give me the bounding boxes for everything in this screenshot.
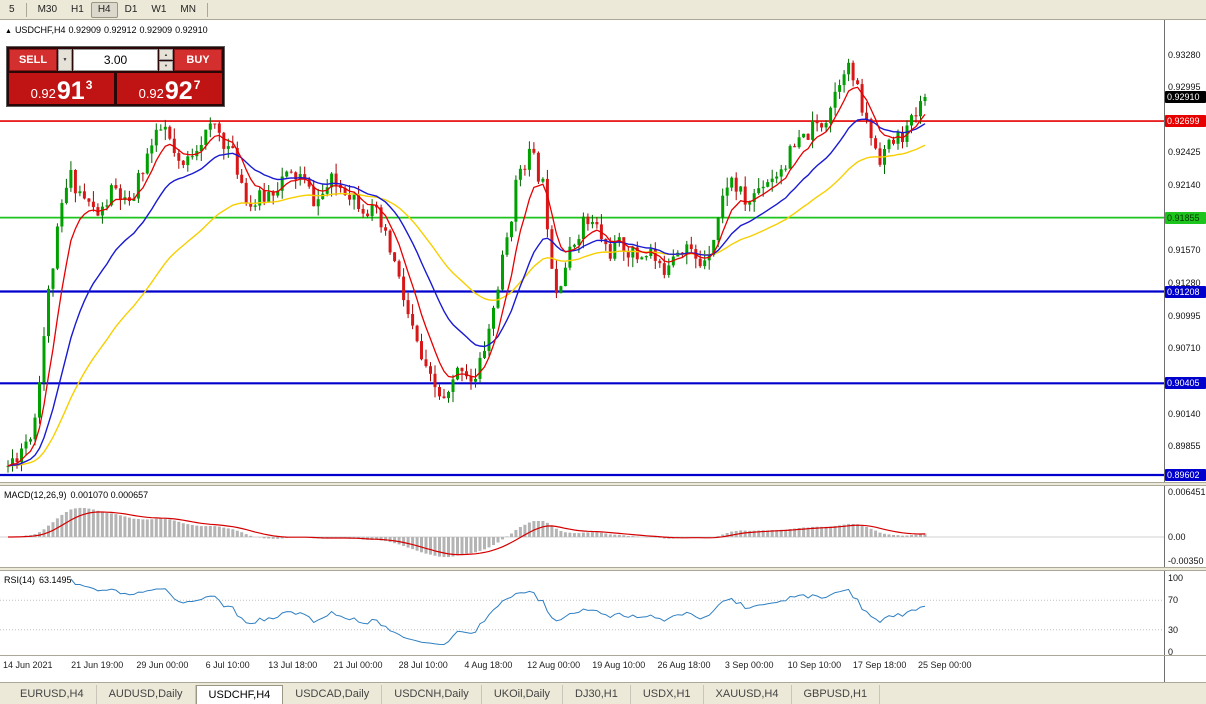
tab-audusd-daily[interactable]: AUDUSD,Daily	[97, 685, 196, 704]
price-axis-label: 0.92140	[1168, 180, 1201, 190]
buy-price-prefix: 0.92	[138, 86, 164, 101]
price-axis-label: 0.90995	[1168, 310, 1201, 321]
macd-indicator-label: MACD(12,26,9) 0.001070 0.000657	[4, 490, 149, 500]
sell-price-prefix: 0.92	[30, 86, 56, 101]
toolbar-separator	[206, 2, 208, 17]
high-value: 0.92912	[104, 25, 137, 35]
rsi-axis-label: 70	[1168, 595, 1179, 606]
open-value: 0.92909	[68, 25, 101, 35]
price-axis-label: 0.90140	[1168, 408, 1201, 419]
time-axis-label: 6 Jul 10:00	[205, 660, 250, 670]
price-axis-label: 0.90710	[1168, 343, 1201, 354]
price-chart-canvas[interactable]	[0, 20, 1164, 482]
price-axis-label: 0.92425	[1168, 147, 1201, 158]
tab-xauusd-h4[interactable]: XAUUSD,H4	[704, 685, 792, 704]
price-level-badge: 0.90405	[1165, 377, 1206, 390]
volume-spinner: ▲ ▼	[159, 49, 173, 71]
time-axis-label: 25 Sep 00:00	[918, 660, 972, 670]
timeframe-button-5[interactable]: 5	[2, 2, 22, 18]
rsi-indicator-label: RSI(14) 63.1495	[4, 575, 72, 585]
time-axis-label: 29 Jun 00:00	[136, 660, 189, 670]
panel-splitter[interactable]	[0, 482, 1206, 486]
volume-dropdown-button[interactable]: ▼	[58, 49, 72, 71]
time-axis-label: 10 Sep 10:00	[787, 660, 842, 670]
price-level-badge: 0.92699	[1165, 115, 1206, 128]
price-axis-label: 0.93280	[1168, 49, 1201, 60]
price-axis-label: 0.91570	[1168, 245, 1201, 256]
macd-axis-label: 0.006451	[1168, 487, 1206, 497]
time-axis-label: 12 Aug 00:00	[527, 660, 581, 670]
time-axis-label: 14 Jun 2021	[3, 660, 53, 670]
buy-button[interactable]: BUY	[174, 49, 222, 71]
collapse-icon[interactable]: ▲	[5, 28, 12, 35]
price-level-badge: 0.91855	[1165, 211, 1206, 224]
buy-price-big: 92	[164, 77, 193, 105]
timeframe-button-w1[interactable]: W1	[144, 2, 173, 18]
volume-up-button[interactable]: ▲	[159, 49, 173, 60]
timeframe-button-mn[interactable]: MN	[173, 2, 203, 18]
volume-down-button[interactable]: ▼	[159, 60, 173, 71]
time-axis-label: 21 Jun 19:00	[71, 660, 124, 670]
tab-dj30-h1[interactable]: DJ30,H1	[563, 685, 631, 704]
price-axis[interactable]: 0.93280 0.92995 0.92425 0.92140 0.91570 0.912…	[1164, 20, 1206, 682]
tab-eurusd-h4[interactable]: EURUSD,H4	[8, 685, 97, 704]
time-axis-label: 3 Sep 00:00	[724, 660, 774, 670]
panel-splitter[interactable]	[0, 567, 1206, 571]
macd-panel-canvas[interactable]	[0, 486, 1164, 567]
tab-usdcnh-daily[interactable]: USDCNH,Daily	[382, 685, 482, 704]
price-level-badge: 0.89602	[1165, 469, 1206, 482]
symbol-timeframe-label: USDCHF,H4	[14, 25, 66, 35]
time-axis[interactable]: 14 Jun 2021 21 Jun 19:00 29 Jun 00:00 6 Jul…	[0, 656, 1164, 682]
time-axis-label: 28 Jul 10:00	[398, 660, 448, 670]
price-axis-label: 0.92995	[1168, 82, 1201, 93]
volume-input[interactable]	[73, 49, 158, 71]
timeframe-button-m30[interactable]: M30	[31, 2, 64, 18]
timeframe-toolbar: 5 M30 H1 H4 D1 W1 MN	[0, 0, 1206, 20]
toolbar-separator	[25, 2, 27, 17]
sell-price-display[interactable]: 0.92 91 3	[9, 73, 114, 104]
sell-price-pip: 3	[85, 78, 93, 92]
rsi-panel-canvas[interactable]	[0, 571, 1164, 655]
tab-usdchf-h4[interactable]: USDCHF,H4	[195, 685, 284, 704]
time-axis-label: 4 Aug 18:00	[464, 660, 513, 670]
timeframe-button-d1[interactable]: D1	[118, 2, 145, 18]
macd-axis-label: -0.00350	[1168, 556, 1204, 567]
buy-price-display[interactable]: 0.92 92 7	[117, 73, 222, 104]
chart-tab-bar: EURUSD,H4 AUDUSD,Daily USDCHF,H4 USDCAD,…	[0, 682, 1206, 704]
chart-region: ▲ USDCHF,H4 0.92909 0.92912 0.92909 0.92910 S…	[0, 20, 1206, 682]
low-value: 0.92909	[139, 25, 173, 35]
rsi-axis-label: 100	[1168, 573, 1184, 583]
rsi-axis-label: 0	[1168, 647, 1174, 657]
tab-ukoil-daily[interactable]: UKOil,Daily	[482, 685, 564, 704]
buy-price-pip: 7	[193, 78, 201, 92]
time-axis-label: 19 Aug 10:00	[592, 660, 646, 670]
time-axis-label: 17 Sep 18:00	[852, 660, 907, 670]
time-axis-label: 26 Aug 18:00	[657, 660, 711, 670]
rsi-axis-label: 30	[1168, 624, 1179, 635]
sell-price-big: 91	[56, 77, 85, 105]
price-level-badge: 0.92910	[1165, 91, 1206, 104]
panel-separator	[0, 655, 1206, 656]
time-axis-label: 13 Jul 18:00	[268, 660, 318, 670]
price-level-badge: 0.91208	[1165, 285, 1206, 298]
macd-axis-label: 0.00	[1168, 532, 1186, 542]
close-value: 0.92910	[175, 25, 208, 35]
tab-gbpusd-h1[interactable]: GBPUSD,H1	[792, 685, 881, 704]
tab-usdx-h1[interactable]: USDX,H1	[631, 685, 704, 704]
timeframe-button-h4[interactable]: H4	[90, 1, 118, 18]
price-axis-label: 0.91280	[1168, 278, 1201, 289]
sell-button[interactable]: SELL	[9, 49, 57, 71]
time-axis-label: 21 Jul 00:00	[333, 660, 383, 670]
tab-usdcad-daily[interactable]: USDCAD,Daily	[283, 685, 383, 704]
price-axis-label: 0.89855	[1168, 441, 1201, 452]
chart-info-line: ▲ USDCHF,H4 0.92909 0.92912 0.92909 0.92910	[5, 25, 211, 35]
timeframe-button-h1[interactable]: H1	[64, 2, 91, 18]
